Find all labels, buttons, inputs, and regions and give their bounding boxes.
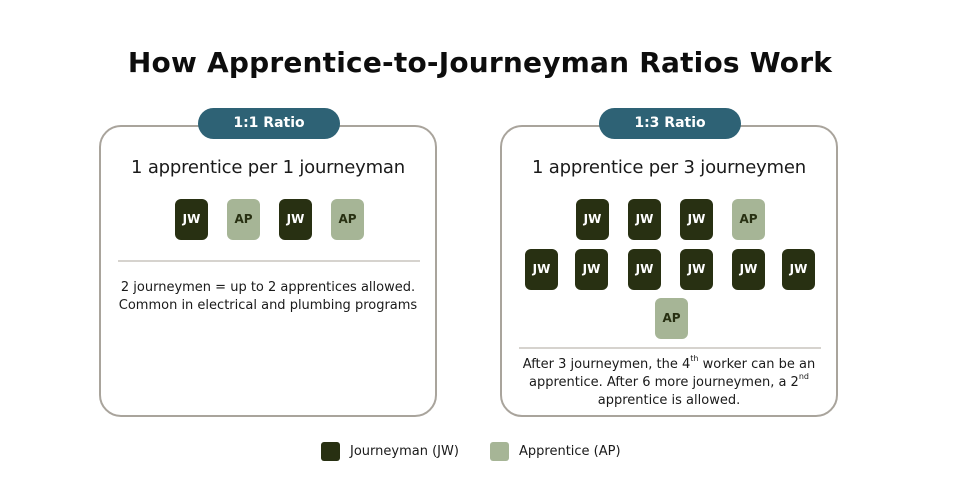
journeyman-box: JW (732, 249, 765, 290)
divider (519, 347, 821, 349)
journeyman-box: JW (175, 199, 208, 240)
apprentice-box: AP (732, 199, 765, 240)
apprentice-box: AP (331, 199, 364, 240)
panel-subtitle: 1 apprentice per 1 journeyman (131, 157, 405, 178)
panel-description: After 3 journeymen, the 4th worker can b… (500, 354, 838, 410)
ratio-badge-1-to-3: 1:3 Ratio (599, 108, 741, 139)
journeyman-box: JW (782, 249, 815, 290)
apprentice-swatch-icon (490, 441, 509, 461)
panel-description: 2 journeymen = up to 2 apprentices allow… (99, 279, 437, 315)
legend-label: Journeyman (JW) (350, 443, 459, 459)
panel-1-to-1 (99, 125, 437, 417)
journeyman-box: JW (680, 249, 713, 290)
divider (118, 260, 420, 262)
description-line: apprentice is allowed. (597, 393, 741, 408)
description-line: Common in electrical and plumbing progra… (118, 298, 418, 313)
description-line: After 3 journeymen, the 4th worker can b… (522, 354, 816, 373)
apprentice-box: AP (227, 199, 260, 240)
apprentice-box: AP (655, 298, 688, 339)
description-line: 2 journeymen = up to 2 apprentices allow… (120, 280, 416, 295)
legend-label: Apprentice (AP) (519, 443, 621, 459)
description-line: apprentice. After 6 more journeymen, a 2… (529, 372, 809, 391)
journeyman-box: JW (576, 199, 609, 240)
journeyman-box: JW (680, 199, 713, 240)
page-title: How Apprentice-to-Journeyman Ratios Work (127, 46, 833, 79)
legend-item-apprentice: Apprentice (AP) (490, 441, 621, 461)
journeyman-box: JW (525, 249, 558, 290)
journeyman-swatch-icon (321, 441, 340, 461)
journeyman-box: JW (628, 249, 661, 290)
ratio-badge-1-to-1: 1:1 Ratio (198, 108, 340, 139)
journeyman-box: JW (279, 199, 312, 240)
journeyman-box: JW (628, 199, 661, 240)
legend-item-journeyman: Journeyman (JW) (321, 441, 459, 461)
legend: Journeyman (JW) Apprentice (AP) (0, 441, 960, 461)
journeyman-box: JW (575, 249, 608, 290)
panel-subtitle: 1 apprentice per 3 journeymen (532, 157, 806, 178)
